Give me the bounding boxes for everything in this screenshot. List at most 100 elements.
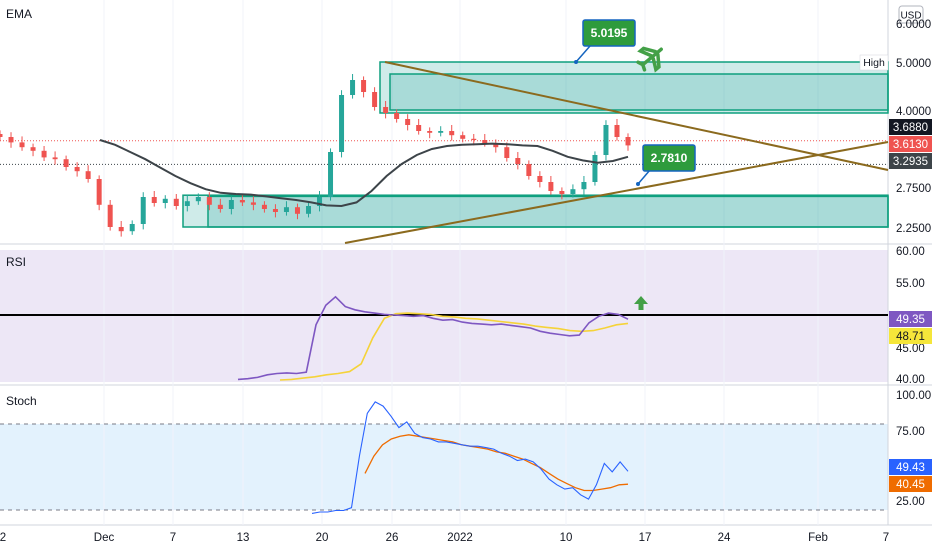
candle-body <box>96 179 102 205</box>
stoch-d-value-label: 40.45 <box>889 476 932 492</box>
currency-button[interactable]: USD <box>898 5 924 24</box>
candle-body <box>261 204 267 209</box>
candle-body <box>217 204 223 209</box>
price-tick: 2.7500 <box>896 183 931 195</box>
candle-body <box>372 92 378 107</box>
up-arrow-icon <box>634 296 648 310</box>
time-tick: 2 <box>0 532 6 544</box>
rsi-tick: 40.00 <box>896 374 925 386</box>
rsi-ma-line <box>279 312 629 381</box>
candle-body <box>228 200 234 209</box>
candle-body <box>140 197 146 224</box>
airplane-icon <box>636 46 663 73</box>
candle-body <box>603 125 609 155</box>
stoch-tick: 100.00 <box>896 390 931 402</box>
time-tick: Feb <box>808 532 828 544</box>
price-tick: 6.0000 <box>896 19 931 31</box>
rsi-value: 49.35 <box>896 314 925 326</box>
ascending-trendline[interactable] <box>344 141 889 244</box>
candle-body <box>107 204 113 227</box>
candle-body <box>173 198 179 206</box>
level-lines <box>0 140 888 165</box>
time-tick: 10 <box>560 532 573 544</box>
rsi-tick: 45.00 <box>896 343 925 355</box>
time-tick: 26 <box>386 532 399 544</box>
candle-body <box>460 135 466 139</box>
descending-trendline[interactable] <box>384 61 889 171</box>
candle-body <box>195 197 201 202</box>
stoch-k-line <box>311 401 629 514</box>
candle-body <box>250 202 256 205</box>
rsi-tick: 60.00 <box>896 246 925 258</box>
main-pane[interactable] <box>0 0 888 243</box>
ema-value: 3.2935 <box>893 156 928 168</box>
rsi-value-label: 49.35 <box>889 311 932 327</box>
price-tick: 5.0000 <box>896 58 931 70</box>
candle-body <box>118 227 124 232</box>
stoch-tick: 25.00 <box>896 496 925 508</box>
candle-body <box>504 147 510 158</box>
candle-body <box>526 164 532 176</box>
candle-body <box>85 171 91 179</box>
time-tick: 7 <box>170 532 176 544</box>
candle-body <box>151 197 157 203</box>
time-tick: 17 <box>639 532 652 544</box>
candle-body <box>537 176 543 182</box>
candle-body <box>592 155 598 182</box>
rsi-line <box>237 295 629 381</box>
price-axis[interactable]: 6.0000 5.0000 4.0000 2.7500 2.2500 60.00… <box>896 19 931 508</box>
candle-body <box>471 138 477 140</box>
candle-body <box>272 209 278 212</box>
high-tag: High <box>859 54 889 71</box>
candle-body <box>614 125 620 137</box>
time-tick: 7 <box>883 532 889 544</box>
rsi-tick: 55.00 <box>896 278 925 290</box>
current-price-label: 3.6130 <box>889 136 932 152</box>
currency-label: USD <box>900 11 921 22</box>
candle-body <box>239 200 245 203</box>
lower-callout[interactable]: 2.7810 <box>636 144 696 186</box>
candle-body <box>305 206 311 214</box>
candle-body <box>559 191 565 194</box>
candle-body <box>184 201 190 206</box>
time-axis[interactable]: 2 Dec 7 13 20 26 2022 10 17 24 Feb 7 <box>0 532 889 544</box>
candle-body <box>41 150 47 158</box>
candle-body <box>8 137 14 143</box>
candle-body <box>339 95 345 152</box>
ema-line <box>99 139 629 208</box>
candle-body <box>625 137 631 146</box>
lower-callout-label: 2.7810 <box>651 151 688 165</box>
candle-body <box>206 197 212 205</box>
candle-body <box>283 207 289 212</box>
candle-body <box>328 152 334 197</box>
upper-callout[interactable]: 5.0195 <box>574 19 636 64</box>
candle-body <box>294 207 300 214</box>
stoch-tick: 75.00 <box>896 426 925 438</box>
candle-body <box>416 125 422 131</box>
candle-body <box>63 159 69 167</box>
candle-body <box>581 182 587 190</box>
candle-body <box>548 182 554 191</box>
ema-pane-label[interactable]: EMA <box>6 7 32 21</box>
candle-body <box>570 189 576 194</box>
stoch-band-background <box>0 424 888 510</box>
candlesticks <box>0 74 631 237</box>
price-tick: 2.2500 <box>896 223 931 235</box>
stoch-pane-label[interactable]: Stoch <box>6 394 37 408</box>
candle-body <box>19 142 25 148</box>
stoch-k-value-label: 49.43 <box>889 459 932 475</box>
candle-body <box>52 157 58 160</box>
zone-box[interactable] <box>379 61 889 114</box>
stoch-k-value: 49.43 <box>896 462 925 474</box>
rsi-pane-label[interactable]: RSI <box>6 255 26 269</box>
candle-body <box>162 198 168 203</box>
last-price-label: 3.6880 <box>889 119 932 135</box>
time-tick: 2022 <box>447 532 473 544</box>
time-tick: 20 <box>316 532 329 544</box>
candle-body <box>74 167 80 172</box>
candle-body <box>394 113 400 119</box>
upper-callout-label: 5.0195 <box>591 26 628 40</box>
stoch-d-line <box>364 434 629 492</box>
candle-body <box>438 131 444 133</box>
